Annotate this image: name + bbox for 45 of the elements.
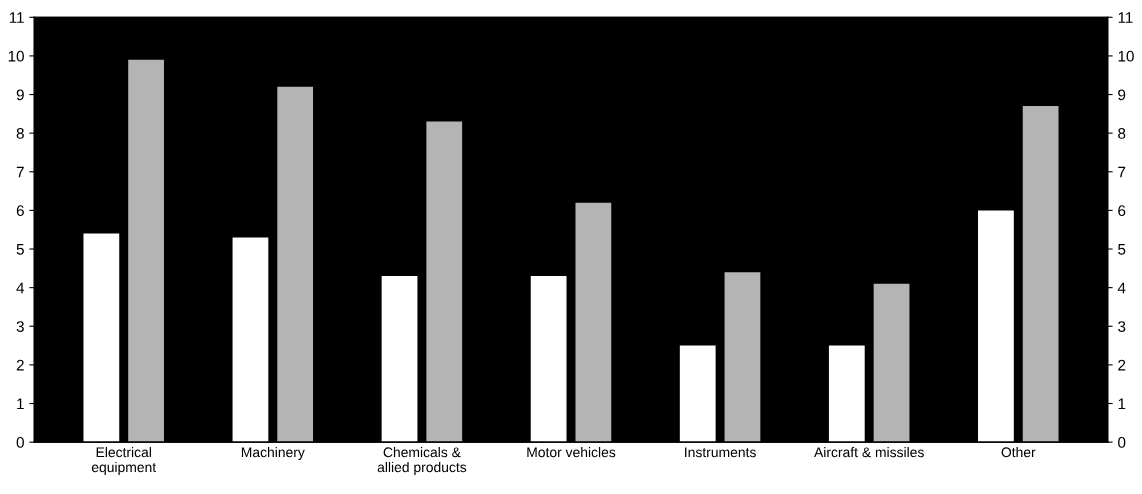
y-tick-label: 4 (16, 282, 25, 294)
x-tick-label: Motor vehicles (527, 446, 616, 458)
bar (232, 237, 269, 443)
y-tick-label: 2 (16, 359, 24, 371)
y2-tick-label: 10 (1118, 50, 1134, 62)
bar (679, 345, 716, 443)
bar (1022, 106, 1059, 443)
y-tick-label: 8 (16, 128, 24, 139)
y-tick-label: 3 (16, 321, 24, 332)
y2-tick-label: 3 (1118, 321, 1126, 332)
bar (277, 86, 314, 443)
y2-tick-label: 9 (1118, 89, 1126, 101)
y2-tick-label: 7 (1118, 166, 1126, 178)
y-tick-label: 9 (16, 89, 24, 101)
bar (575, 202, 612, 443)
bar (426, 121, 463, 443)
bar (530, 276, 567, 443)
bar (128, 59, 164, 443)
bar (873, 283, 910, 443)
x-tick-label: Electrical equipment (91, 446, 157, 475)
bar (83, 233, 120, 443)
y2-tick-label: 11 (1118, 12, 1133, 23)
x-tick-label: Instruments (685, 447, 756, 458)
x-tick-label: Machinery (241, 446, 305, 460)
x-tick-label: Aircraft & missiles (814, 446, 924, 458)
y-tick-label: 5 (16, 244, 24, 255)
bar (828, 345, 865, 443)
y2-tick-label: 0 (1118, 437, 1126, 448)
y-tick-label: 0 (16, 437, 24, 448)
y-tick-label: 7 (16, 166, 24, 178)
y2-tick-label: 6 (1118, 205, 1126, 217)
x-tick-label: Other (1001, 446, 1036, 458)
y-tick-label: 10 (8, 50, 24, 62)
x-tick-label: Chemicals & allied products (377, 446, 467, 475)
y-tick-label: 11 (9, 12, 24, 23)
y2-tick-label: 5 (1118, 244, 1126, 255)
y-tick-label: 1 (17, 398, 24, 410)
y-tick-label: 6 (16, 205, 24, 217)
y2-tick-label: 2 (1118, 359, 1126, 371)
y2-tick-label: 4 (1117, 282, 1126, 294)
bar (978, 210, 1014, 443)
y2-tick-label: 1 (1118, 398, 1126, 410)
bar (381, 276, 418, 443)
bar (724, 272, 761, 443)
y2-tick-label: 8 (1118, 128, 1126, 139)
